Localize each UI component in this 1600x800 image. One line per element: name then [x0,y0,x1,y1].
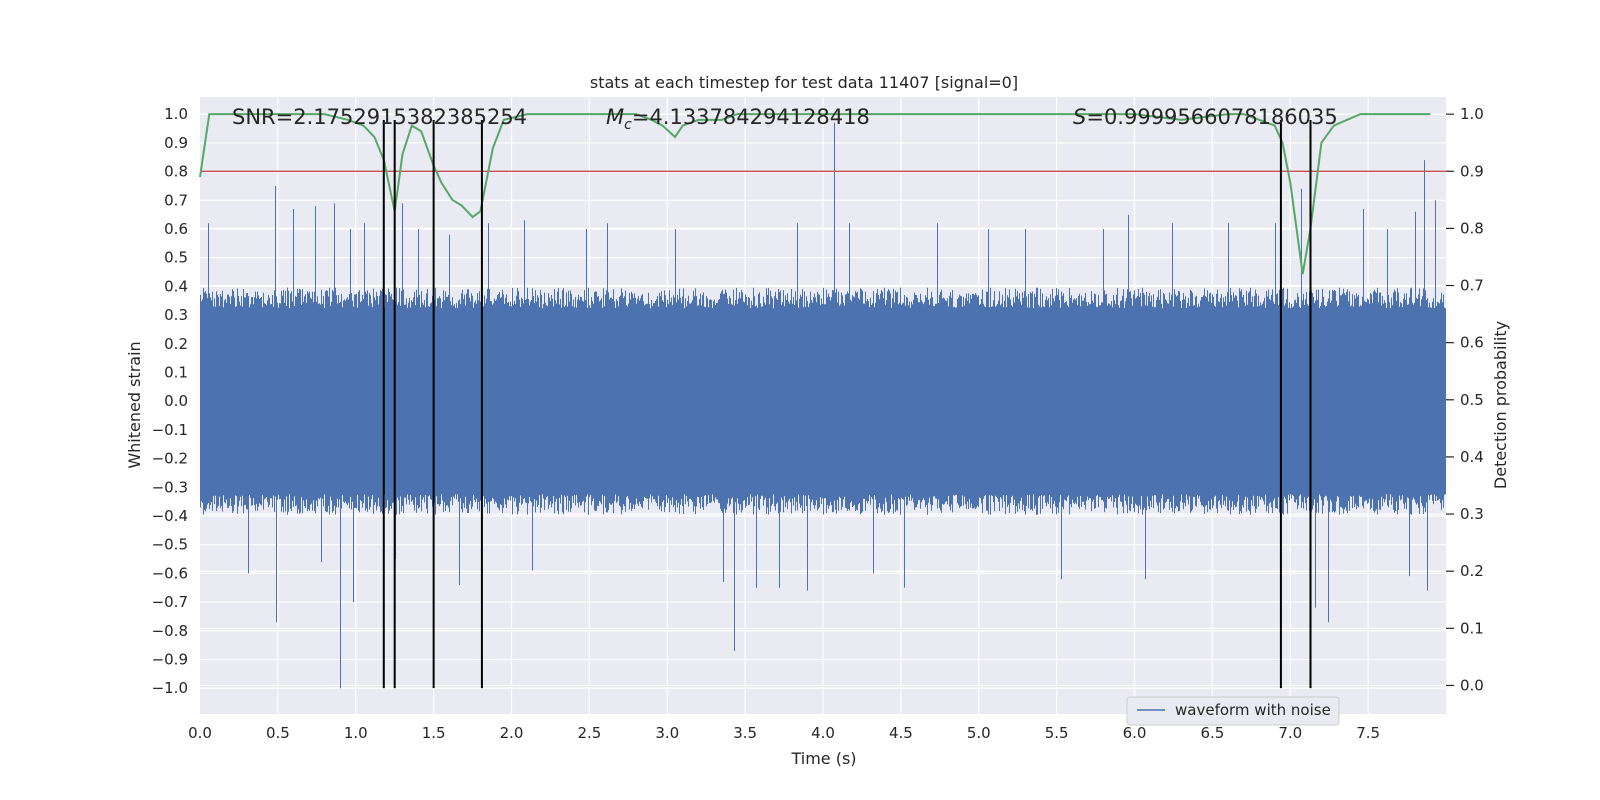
segment-markers [382,119,1312,689]
y2-tick-label: 0.8 [1460,219,1484,237]
y-tick-label: 0.6 [164,220,188,238]
chirp-mass-subscript: c [624,117,632,133]
x-tick-label: 0.0 [188,724,212,742]
x-tick-label: 7.5 [1356,724,1380,742]
x-tick-label: 4.5 [889,724,913,742]
y2-tick-label: 0.6 [1460,334,1484,352]
x-tick-label: 2.5 [577,724,601,742]
y-tick-label: −0.8 [152,622,188,640]
y-tick-label: 0.7 [164,191,188,209]
y2-tick-label: 0.4 [1460,448,1484,466]
waveform-noise-line [200,122,1446,689]
legend: waveform with noise [1126,696,1340,726]
y-tick-label: 0.2 [164,335,188,353]
y-tick-label: 0.0 [164,392,188,410]
chirp-mass-value: =4.133784294128418 [632,105,870,129]
y-tick-label: −0.3 [152,478,188,496]
left-y-axis-ticks: 1.0 0.9 0.8 0.7 0.6 0.5 0.4 0.3 0.2 0.1 0.0 −0.1 −0.… [152,105,188,697]
y2-tick-label: 0.7 [1460,277,1484,295]
right-y-axis-label: Detection probability [1491,321,1510,489]
y2-tick-label: 0.0 [1460,676,1484,694]
x-tick-label: 1.5 [422,724,446,742]
y-tick-label: 0.3 [164,306,188,324]
x-tick-label: 2.0 [500,724,524,742]
y-tick-label: −0.1 [152,421,188,439]
x-tick-label: 4.0 [811,724,835,742]
y-tick-label: 0.9 [164,134,188,152]
y-tick-label: 0.1 [164,363,188,381]
y-tick-label: −0.4 [152,507,188,525]
x-tick-label: 3.0 [655,724,679,742]
y-tick-label: 0.8 [164,163,188,181]
x-tick-label: 6.0 [1123,724,1147,742]
y-tick-label: 0.5 [164,249,188,267]
x-axis-label: Time (s) [790,749,856,768]
left-y-axis-label: Whitened strain [125,341,144,468]
y2-tick-label: 0.5 [1460,391,1484,409]
x-tick-label: 6.5 [1200,724,1224,742]
chart-title: stats at each timestep for test data 114… [590,73,1018,92]
y-tick-label: 1.0 [164,105,188,123]
x-tick-label: 5.0 [967,724,991,742]
y-tick-label: −0.6 [152,564,188,582]
x-tick-label: 0.5 [266,724,290,742]
legend-box [1126,696,1340,726]
x-tick-label: 3.5 [733,724,757,742]
score-symbol: S [1073,105,1086,129]
y-tick-label: −1.0 [152,679,188,697]
y-tick-label: −0.5 [152,536,188,554]
y-tick-label: −0.7 [152,593,188,611]
y-tick-label: −0.9 [152,650,188,668]
score-value: =0.9999566078186035 [1086,105,1337,129]
y-tick-label: 0.4 [164,277,188,295]
score-annotation: S=0.9999566078186035 [1073,105,1338,129]
y2-tick-label: 0.2 [1460,562,1484,580]
right-y-axis-ticks: 1.0 0.9 0.8 0.7 0.6 0.5 0.4 0.3 0.2 0.1 0.0 [1446,105,1484,694]
x-axis-ticks: 0.0 0.5 1.0 1.5 2.0 2.5 3.0 3.5 4.0 4.5 5.0 5.5 6.0 6… [188,724,1380,742]
chirp-mass-symbol: M [606,105,624,129]
y2-tick-label: 0.9 [1460,162,1484,180]
y2-tick-label: 1.0 [1460,105,1484,123]
x-tick-label: 7.0 [1278,724,1302,742]
x-tick-label: 5.5 [1045,724,1069,742]
snr-annotation: SNR=2.1752915382385254 [232,105,527,129]
legend-label: waveform with noise [1175,701,1331,719]
chirp-mass-annotation: Mc=4.133784294128418 [606,105,870,133]
x-tick-label: 1.0 [344,724,368,742]
y-tick-label: −0.2 [152,450,188,468]
y2-tick-label: 0.1 [1460,619,1484,637]
y2-tick-label: 0.3 [1460,505,1484,523]
